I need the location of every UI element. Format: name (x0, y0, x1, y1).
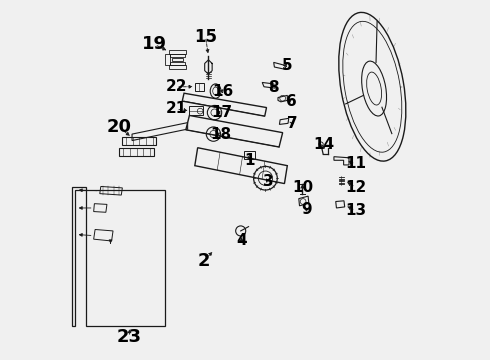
Text: 12: 12 (345, 180, 366, 195)
Text: 9: 9 (301, 202, 312, 217)
Bar (171, 54, 185, 57)
Text: 3: 3 (263, 174, 273, 189)
Text: 23: 23 (117, 328, 142, 346)
Text: 1: 1 (245, 153, 255, 168)
Bar (172, 58, 183, 61)
Bar (190, 107, 203, 116)
Bar (169, 65, 186, 69)
Text: 10: 10 (292, 180, 313, 195)
Text: 19: 19 (142, 35, 167, 53)
Text: 16: 16 (212, 84, 233, 99)
Text: 21: 21 (166, 102, 187, 117)
Text: 2: 2 (197, 252, 210, 270)
Bar (171, 62, 185, 64)
Text: 5: 5 (282, 58, 293, 73)
Text: 20: 20 (106, 118, 131, 136)
Text: 7: 7 (287, 116, 297, 131)
Text: 8: 8 (268, 80, 278, 95)
Text: 14: 14 (313, 138, 335, 152)
Text: 15: 15 (194, 28, 217, 46)
Text: 11: 11 (345, 156, 366, 171)
Text: 4: 4 (236, 234, 247, 248)
Bar (122, 137, 156, 145)
Text: 18: 18 (210, 127, 231, 141)
Text: 22: 22 (166, 79, 187, 94)
Bar (245, 151, 255, 159)
Text: 13: 13 (345, 203, 366, 218)
Bar (87, 190, 166, 326)
Bar (169, 50, 186, 54)
Bar (120, 148, 153, 156)
Text: 17: 17 (211, 105, 232, 120)
Text: 6: 6 (286, 94, 297, 109)
Bar (195, 83, 204, 91)
Bar (166, 54, 170, 65)
